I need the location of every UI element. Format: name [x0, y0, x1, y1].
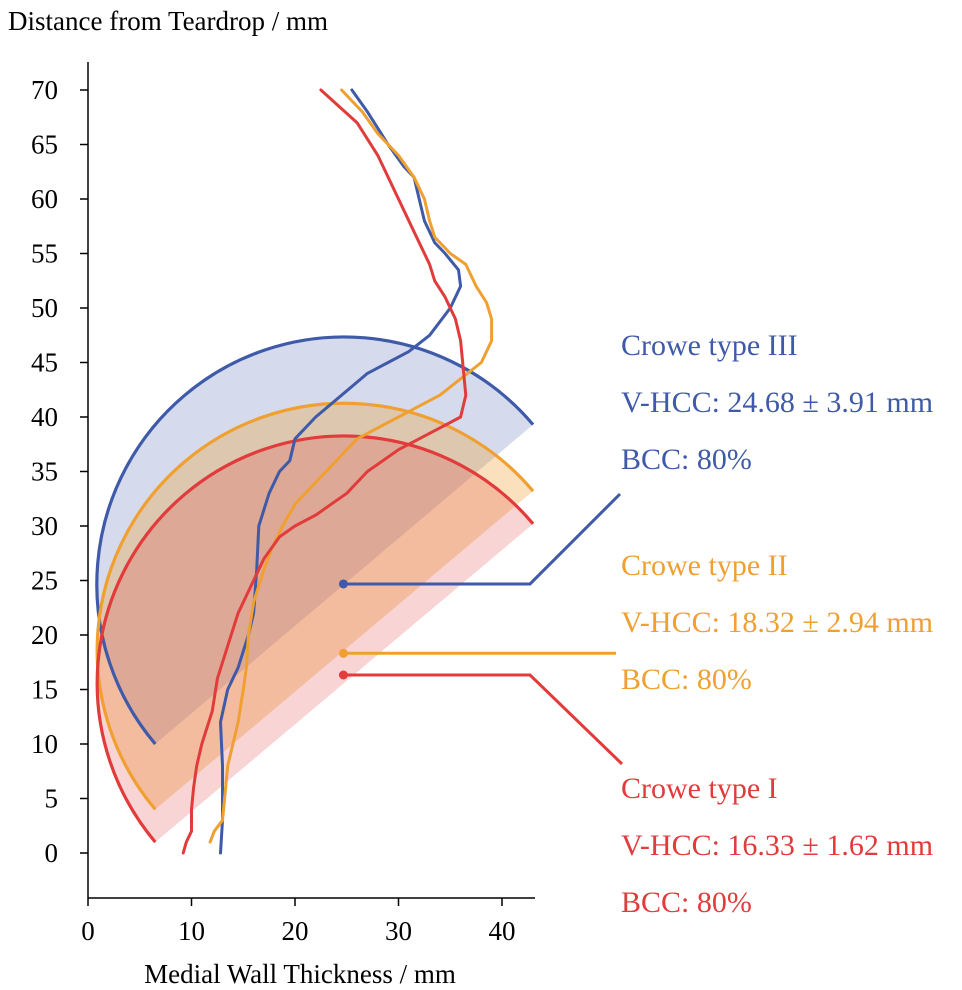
y-tick-label: 30: [31, 511, 58, 541]
line-crowe-type-ii: [208, 88, 494, 844]
x-tick-label: 0: [81, 916, 95, 946]
y-tick-label: 60: [31, 184, 58, 214]
leader-line: [343, 673, 624, 766]
y-tick-label: 5: [45, 784, 59, 814]
y-tick-label: 35: [31, 457, 58, 487]
leader-line: [343, 492, 622, 586]
y-tick-label: 65: [31, 130, 58, 160]
bcc-label: BCC: 80%: [621, 886, 752, 919]
y-tick-label: 20: [31, 620, 58, 650]
vhcc-label: V-HCC: 18.32 ± 2.94 mm: [621, 606, 933, 639]
arc-crowe-type-ii: [95, 401, 535, 811]
center-point: [338, 670, 348, 680]
callout-title: Crowe type III: [621, 329, 798, 362]
axes: 0 10 20 30 40 0 5 10 15 20 25 30 35 40 45 50 55 60 65 70: [31, 62, 535, 946]
thickness-lines: [181, 88, 494, 855]
callout-crowe-type-ii: Crowe type II V-HCC: 18.32 ± 2.94 mm BCC: …: [338, 549, 933, 696]
bcc-label: BCC: 80%: [621, 443, 752, 476]
arc-crowe-type-i: [95, 434, 535, 844]
line-crowe-type-i: [181, 88, 468, 855]
x-tick-label: 20: [282, 916, 309, 946]
y-tick-label: 40: [31, 402, 58, 432]
vhcc-label: V-HCC: 16.33 ± 1.62 mm: [621, 829, 933, 862]
y-tick-label: 0: [45, 838, 59, 868]
vhcc-label: V-HCC: 24.68 ± 3.91 mm: [621, 386, 933, 419]
y-tick-label: 70: [31, 75, 58, 105]
center-point: [338, 648, 348, 658]
y-tick-label: 55: [31, 239, 58, 269]
band-crowe-type-i: [97, 435, 534, 843]
y-tick-label: 45: [31, 348, 58, 378]
x-tick-label: 30: [385, 916, 412, 946]
callout-crowe-type-i: Crowe type I V-HCC: 16.33 ± 1.62 mm BCC: 8…: [338, 670, 933, 919]
x-tick-label: 40: [489, 916, 516, 946]
bcc-label: BCC: 80%: [621, 663, 752, 696]
y-tick-label: 10: [31, 729, 58, 759]
line-crowe-type-iii: [219, 88, 463, 855]
y-tick-label: 25: [31, 566, 58, 596]
confidence-bands: [96, 336, 534, 843]
center-point: [338, 579, 348, 589]
band-crowe-type-iii: [96, 336, 534, 744]
callout-title: Crowe type I: [621, 772, 778, 805]
callout-crowe-type-iii: Crowe type III V-HCC: 24.68 ± 3.91 mm BCC:…: [338, 329, 933, 589]
x-tick-label: 10: [178, 916, 205, 946]
circle-arcs: [95, 335, 535, 844]
y-tick-label: 50: [31, 293, 58, 323]
y-axis-label: Distance from Teardrop / mm: [8, 6, 328, 36]
callouts: Crowe type III V-HCC: 24.68 ± 3.91 mm BCC:…: [338, 329, 933, 919]
callout-title: Crowe type II: [621, 549, 788, 582]
y-tick-label: 15: [31, 675, 58, 705]
band-crowe-type-ii: [97, 403, 534, 810]
x-axis-label: Medial Wall Thickness / mm: [144, 959, 456, 989]
